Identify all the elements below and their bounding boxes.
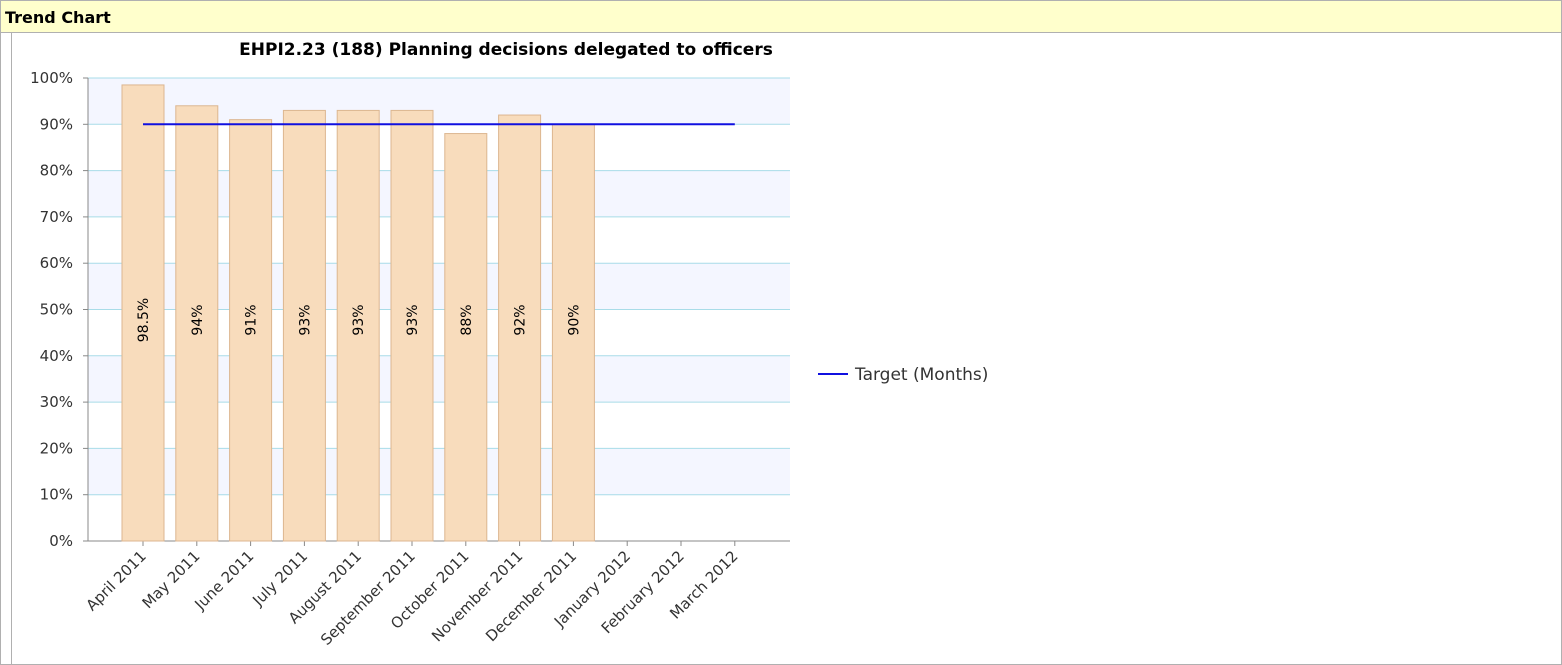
y-tick-label: 80% <box>40 162 73 180</box>
x-tick-label: November 2011 <box>428 547 526 645</box>
chart-title: EHPI2.23 (188) Planning decisions delega… <box>239 40 773 60</box>
y-tick-label: 90% <box>40 115 73 133</box>
bar <box>551 123 595 542</box>
panel-body <box>11 33 1561 664</box>
legend-label: Target (Months) <box>854 365 988 385</box>
value-label: 93% <box>405 304 421 335</box>
bar <box>336 109 380 542</box>
value-label: 93% <box>297 304 313 335</box>
y-tick-label: 60% <box>40 254 73 272</box>
y-tick-label: 10% <box>40 486 73 504</box>
panel-title: Trend Chart <box>1 1 1561 33</box>
x-tick-label: December 2011 <box>482 547 580 645</box>
y-tick-label: 40% <box>40 347 73 365</box>
value-label: 90% <box>566 304 582 335</box>
value-label: 98.5% <box>136 298 152 342</box>
bar <box>498 114 542 542</box>
value-label: 94% <box>190 304 206 335</box>
x-tick-label: April 2011 <box>82 547 149 614</box>
bar <box>282 109 326 542</box>
y-tick-label: 30% <box>40 393 73 411</box>
bar <box>229 119 273 542</box>
bar <box>444 133 488 542</box>
value-label: 93% <box>351 304 367 335</box>
bar <box>390 109 434 542</box>
x-tick-label: September 2011 <box>317 547 419 649</box>
y-tick-label: 100% <box>30 69 73 87</box>
value-label: 88% <box>459 304 475 335</box>
y-tick-label: 20% <box>40 439 73 457</box>
value-label: 92% <box>513 304 529 335</box>
bar <box>121 84 165 542</box>
y-tick-label: 50% <box>40 301 73 319</box>
bar <box>175 105 219 542</box>
y-tick-label: 0% <box>49 532 73 550</box>
value-label: 91% <box>244 304 260 335</box>
y-tick-label: 70% <box>40 208 73 226</box>
